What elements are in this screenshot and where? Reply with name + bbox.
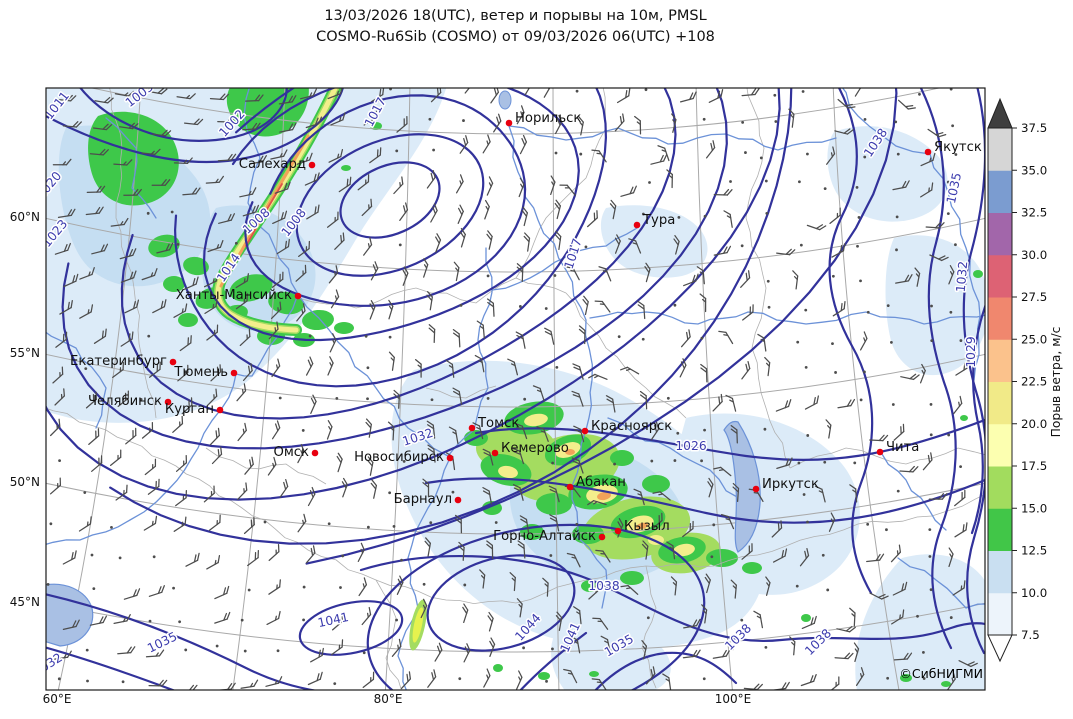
city-dot bbox=[598, 533, 606, 541]
colorbar-tick-label: 12.5 bbox=[1021, 544, 1047, 558]
figure-title: 13/03/2026 18(UTC), ветер и порывы на 10… bbox=[46, 6, 985, 48]
city-dot bbox=[308, 161, 316, 169]
city-label: Ханты-Мансийск bbox=[176, 288, 292, 303]
admin-borders bbox=[46, 88, 985, 690]
colorbar-tick-label: 35.0 bbox=[1021, 163, 1047, 177]
city-dot bbox=[614, 527, 622, 535]
colorbar-tick-label: 10.0 bbox=[1021, 586, 1047, 600]
city-label: Новосибирск bbox=[354, 449, 444, 465]
city-label: Томск bbox=[477, 416, 519, 431]
city-label: Тура bbox=[642, 213, 675, 228]
city-dot bbox=[491, 449, 499, 457]
colorbar-segment bbox=[988, 339, 1012, 382]
wind-barbs bbox=[46, 88, 978, 690]
city-dot bbox=[454, 496, 462, 504]
isobar-label: 1038 bbox=[802, 626, 834, 658]
city-dot bbox=[311, 449, 319, 457]
colorbar-segment bbox=[988, 381, 1012, 425]
colorbar-segment bbox=[988, 592, 1012, 636]
city-label: Кемерово bbox=[501, 441, 569, 456]
colorbar-segment bbox=[988, 254, 1012, 298]
city-dot bbox=[230, 369, 238, 377]
isobar-label: 1038 bbox=[588, 579, 619, 593]
colorbar-tick-label: 7.5 bbox=[1021, 628, 1040, 642]
colorbar: 37.5 35.0 32.5 30.0 27.5 25.0 22.5 20.0 17.5 15.0… bbox=[987, 97, 1063, 663]
city-dot bbox=[446, 454, 454, 462]
map-frame bbox=[45, 87, 986, 691]
title-line1: 13/03/2026 18(UTC), ветер и порывы на 10… bbox=[324, 8, 707, 24]
city-dot bbox=[164, 398, 172, 406]
colorbar-tick-label: 22.5 bbox=[1021, 375, 1047, 389]
colorbar-segment bbox=[988, 128, 1012, 171]
city-dot bbox=[294, 292, 302, 300]
city-markers: Норильск Якутск Салехард Тура Ханты-Мансийск… bbox=[70, 111, 982, 544]
isobar-label: 1032 bbox=[31, 650, 65, 678]
copyright: ©СибНИГМИ bbox=[899, 666, 983, 681]
y-tick-label: 55°N bbox=[10, 346, 40, 360]
isobar-label: 1029 bbox=[964, 336, 978, 367]
colorbar-segment bbox=[988, 466, 1012, 509]
city-dot bbox=[169, 358, 177, 366]
city-label: Красноярск bbox=[591, 419, 672, 434]
city-dot bbox=[633, 221, 641, 229]
city-label: Екатеринбург bbox=[70, 353, 167, 369]
city-dot bbox=[566, 483, 574, 491]
isobar-label: 1017 bbox=[562, 237, 585, 271]
city-dot bbox=[505, 119, 513, 127]
isobars bbox=[46, 88, 985, 690]
colorbar-tick-label: 30.0 bbox=[1021, 248, 1047, 262]
city-dot bbox=[581, 427, 589, 435]
colorbar-tick-label: 17.5 bbox=[1021, 459, 1047, 473]
city-label: Абакан bbox=[576, 474, 626, 490]
colorbar-tick-label: 25.0 bbox=[1021, 332, 1047, 346]
gust-shading bbox=[46, 88, 985, 690]
y-tick-label: 45°N bbox=[10, 595, 40, 609]
x-tick-label: 100°E bbox=[715, 692, 752, 706]
city-label: Горно-Алтайск bbox=[493, 529, 596, 544]
city-label: Иркутск bbox=[762, 477, 819, 492]
city-dot bbox=[216, 406, 224, 414]
city-label: Тюмень bbox=[173, 365, 228, 380]
city-dot bbox=[876, 448, 884, 456]
city-label: Барнаул bbox=[394, 492, 452, 507]
copyright-text: ©СибНИГМИ bbox=[899, 666, 983, 681]
isobar-label: 1032 bbox=[954, 260, 971, 292]
colorbar-segment bbox=[988, 297, 1012, 340]
colorbar-segment bbox=[988, 508, 1012, 551]
isobar-label: 1026 bbox=[675, 439, 706, 453]
colorbar-tick-label: 27.5 bbox=[1021, 290, 1047, 304]
city-label: Омск bbox=[273, 445, 309, 460]
colorbar-axis-label: Порыв ветра, м/с bbox=[1049, 327, 1063, 438]
y-tick-label: 60°N bbox=[10, 210, 40, 224]
city-label: Челябинск bbox=[88, 393, 162, 409]
y-tick-label: 50°N bbox=[10, 475, 40, 489]
x-tick-label: 80°E bbox=[374, 692, 403, 706]
city-dot bbox=[924, 148, 932, 156]
city-label: Курган bbox=[165, 402, 214, 417]
colorbar-segment bbox=[988, 212, 1012, 256]
x-tick-label: 60°E bbox=[43, 692, 72, 706]
colorbar-tick-label: 15.0 bbox=[1021, 501, 1047, 515]
city-label: Кызыл bbox=[624, 519, 670, 534]
city-label: Якутск bbox=[934, 140, 982, 155]
colorbar-tick-label: 20.0 bbox=[1021, 417, 1047, 431]
colorbar-segment bbox=[988, 170, 1012, 213]
colorbar-segment bbox=[988, 550, 1012, 594]
colorbar-tick-label: 32.5 bbox=[1021, 206, 1047, 220]
city-dot bbox=[752, 485, 760, 493]
colorbar-segment bbox=[988, 423, 1012, 467]
axis-labels: 60°E 80°E 100°E 60°N 55°N 50°N 45°N bbox=[10, 210, 752, 706]
title-line2: COSMO-Ru6Sib (COSMO) от 09/03/2026 06(UT… bbox=[316, 29, 715, 45]
city-label: Чита bbox=[886, 440, 919, 455]
city-label: Салехард bbox=[239, 157, 306, 172]
colorbar-tick-label: 37.5 bbox=[1021, 121, 1047, 135]
city-label: Норильск bbox=[515, 111, 581, 126]
city-dot bbox=[468, 424, 476, 432]
